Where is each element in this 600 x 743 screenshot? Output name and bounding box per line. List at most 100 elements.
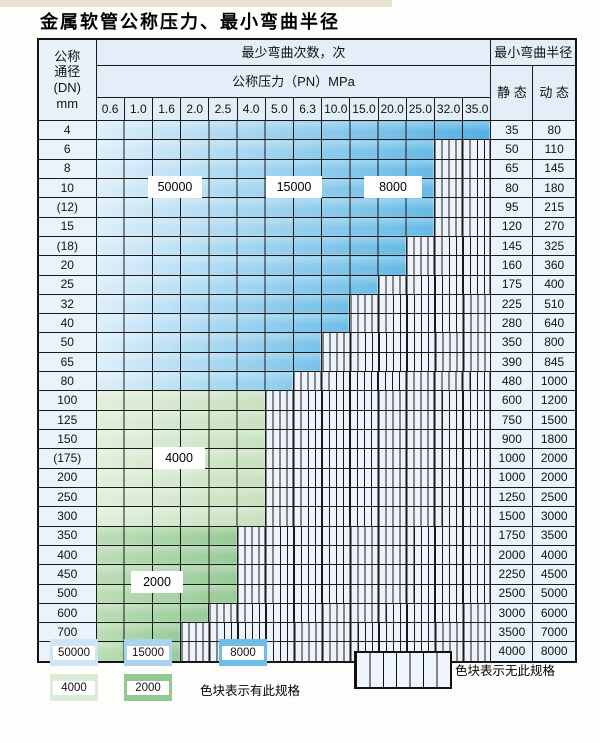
dynamic-header: 动 态 <box>532 65 577 121</box>
spec-colored-band <box>95 486 266 508</box>
spec-colored-band <box>95 602 210 624</box>
dynamic-radius-cell: 270 <box>532 216 577 237</box>
no-spec-hatch-band <box>236 564 492 585</box>
static-radius-cell: 280 <box>490 313 534 334</box>
dynamic-radius-cell: 8000 <box>532 641 577 663</box>
dynamic-radius-cell: 6000 <box>532 602 577 624</box>
table-row: 15 120 270 <box>37 216 577 237</box>
spec-colored-band <box>95 158 435 179</box>
legend-block-value: 50000 <box>53 645 95 660</box>
pressure-header: 20.0 <box>377 97 407 121</box>
static-radius-cell: 3000 <box>490 602 534 624</box>
static-radius-cell: 900 <box>490 428 534 450</box>
pressure-header: 6.3 <box>292 97 323 121</box>
table-row: 250 1250 2500 <box>37 486 577 508</box>
table-row: 350 1750 3500 <box>37 525 577 546</box>
no-spec-hatch-band <box>264 486 492 508</box>
static-radius-cell: 350 <box>490 332 534 353</box>
legend-block-4000: 4000 <box>50 674 98 701</box>
no-spec-hatch-band <box>377 274 492 295</box>
spec-colored-band <box>95 235 407 257</box>
table-header: 公称 通径 (DN) mm 最少弯曲次数，次 最小弯曲半径 公称压力（PN）MP… <box>37 38 577 121</box>
table-row: 20 160 360 <box>37 255 577 276</box>
legend-block-15000: 15000 <box>124 639 172 666</box>
pn-header: 公称压力（PN）MPa <box>95 65 492 98</box>
spec-colored-band <box>95 371 294 392</box>
no-spec-hatch-band <box>292 371 492 392</box>
static-radius-cell: 750 <box>490 409 534 431</box>
dn-cell: 450 <box>37 564 97 585</box>
dynamic-radius-cell: 400 <box>532 274 577 295</box>
dn-line: mm <box>56 95 79 111</box>
dn-cell: 250 <box>37 486 97 508</box>
pressure-header: 2.5 <box>208 97 238 121</box>
no-spec-hatch-band <box>180 622 492 643</box>
no-spec-hatch-band <box>405 255 492 276</box>
dynamic-radius-cell: 325 <box>532 235 577 257</box>
static-radius-cell: 145 <box>490 235 534 257</box>
table-row: (18) 145 325 <box>37 235 577 257</box>
table-row: 8 65 145 <box>37 158 577 179</box>
dn-cell: 600 <box>37 602 97 624</box>
dynamic-radius-cell: 510 <box>532 293 577 315</box>
pressure-header: 35.0 <box>462 97 492 121</box>
dn-cell: 300 <box>37 506 97 527</box>
static-radius-cell: 35 <box>490 119 534 141</box>
dn-cell: 6 <box>37 139 97 160</box>
dynamic-radius-cell: 1200 <box>532 390 577 411</box>
no-spec-hatch-band <box>264 506 492 527</box>
spec-colored-band <box>95 139 435 160</box>
bend-cycles-header: 最少弯曲次数，次 <box>95 38 492 66</box>
static-radius-cell: 50 <box>490 139 534 160</box>
dynamic-radius-cell: 3500 <box>532 525 577 546</box>
dn-cell: 150 <box>37 428 97 450</box>
dynamic-radius-cell: 845 <box>532 351 577 373</box>
table-row: 6 50 110 <box>37 139 577 160</box>
dn-cell: 200 <box>37 467 97 488</box>
no-spec-hatch-band <box>264 409 492 431</box>
dn-line: (DN) <box>53 80 81 95</box>
static-radius-cell: 160 <box>490 255 534 276</box>
dn-cell: 10 <box>37 177 97 199</box>
no-spec-hatch-band <box>236 544 492 566</box>
no-spec-hatch-band <box>433 158 492 179</box>
pressure-header: 0.6 <box>95 97 125 121</box>
dynamic-radius-cell: 4000 <box>532 544 577 566</box>
dn-cell: 40 <box>37 313 97 334</box>
dynamic-radius-cell: 145 <box>532 158 577 179</box>
dn-cell: 32 <box>37 293 97 315</box>
legend-block-value: 4000 <box>53 680 95 695</box>
no-spec-hatch-band <box>264 428 492 450</box>
spec-colored-band <box>95 274 379 295</box>
min-bend-radius-header: 最小弯曲半径 <box>490 38 577 66</box>
no-spec-hatch-band <box>321 351 492 373</box>
no-spec-hatch-band <box>349 313 492 334</box>
no-spec-hatch-band <box>433 177 492 199</box>
static-radius-cell: 225 <box>490 293 534 315</box>
spec-colored-band <box>95 197 435 218</box>
dynamic-radius-cell: 3000 <box>532 506 577 527</box>
table-row: 300 1500 3000 <box>37 506 577 527</box>
static-radius-cell: 2000 <box>490 544 534 566</box>
table-row: 65 390 845 <box>37 351 577 373</box>
table-row: 450 2250 4500 <box>37 564 577 585</box>
no-spec-hatch-band <box>264 390 492 411</box>
dn-cell: 8 <box>37 158 97 179</box>
no-spec-hatch-band <box>433 139 492 160</box>
pressure-header: 15.0 <box>349 97 379 121</box>
pressure-header: 32.0 <box>433 97 464 121</box>
table-body: 4 35 80 6 50 110 8 65 145 10 80 180 (12) 95 215 15 120 27… <box>37 119 577 663</box>
dn-line: 通径 <box>54 64 81 80</box>
spec-colored-band <box>95 293 351 315</box>
spec-colored-band <box>95 255 407 276</box>
top-strip <box>0 0 392 7</box>
zone-label-2000: 2000 <box>131 571 183 593</box>
dynamic-radius-cell: 110 <box>532 139 577 160</box>
no-spec-hatch-band <box>321 332 492 353</box>
header-row-2: 公称压力（PN）MPa 静 态 动 态 <box>38 65 577 121</box>
static-radius-cell: 120 <box>490 216 534 237</box>
table-row: 100 600 1200 <box>37 390 577 411</box>
dn-cell: 15 <box>37 216 97 237</box>
static-radius-cell: 1250 <box>490 486 534 508</box>
